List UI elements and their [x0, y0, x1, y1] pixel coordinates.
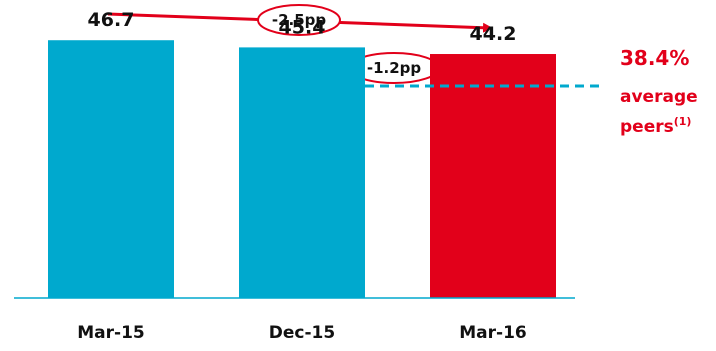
peer-average-value: 38.4%	[620, 46, 689, 70]
value-label-mar-15: 46.7	[88, 9, 135, 31]
change-label-short: -1.2pp	[367, 59, 422, 77]
footnote-marker: (1)	[674, 115, 692, 128]
value-label-dec-15: 45.4	[279, 16, 326, 38]
category-label-dec-15: Dec-15	[269, 323, 335, 343]
bar-mar-16	[430, 54, 556, 299]
peer-average-label-1: average	[620, 87, 698, 107]
change-label-long: -2.5pp	[272, 11, 327, 29]
bar-dec-15	[239, 47, 365, 298]
peer-average-label-2: peers(1)	[620, 115, 691, 137]
category-label-mar-15: Mar-15	[77, 323, 145, 343]
bar-mar-15	[48, 40, 174, 298]
category-label-mar-16: Mar-16	[459, 323, 527, 343]
change-pill-long	[257, 4, 341, 36]
value-label-mar-16: 44.2	[470, 23, 517, 45]
peer-average-label-2-text: peers	[620, 117, 674, 137]
